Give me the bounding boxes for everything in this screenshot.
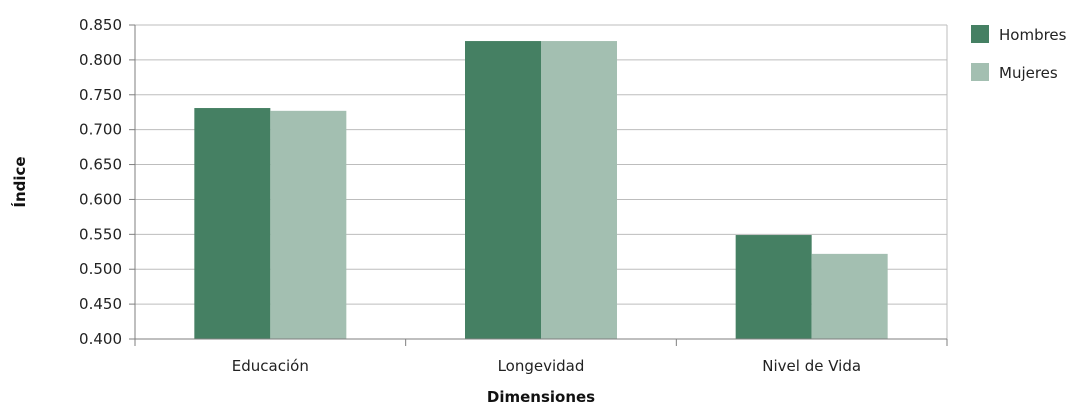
bar-hombres xyxy=(735,235,812,339)
legend-swatch-hombres xyxy=(971,25,989,43)
y-tick-label: 0.700 xyxy=(79,121,122,139)
bar-mujeres xyxy=(811,253,888,339)
x-tick-label: Educación xyxy=(232,357,309,375)
legend-label-mujeres: Mujeres xyxy=(999,64,1058,82)
bar-hombres xyxy=(465,41,541,339)
bars xyxy=(194,41,888,340)
bar-mujeres xyxy=(541,41,617,339)
y-tick-label: 0.750 xyxy=(79,86,122,104)
y-tick-label: 0.450 xyxy=(79,295,122,313)
y-tick-label: 0.550 xyxy=(79,225,122,243)
x-tick-label: Longevidad xyxy=(498,357,585,375)
bar-hombres xyxy=(194,108,271,339)
y-tick-labels: 0.850 0.800 0.750 0.700 0.650 0.600 0.550 0.500… xyxy=(79,16,122,348)
x-tick-labels: Educación Longevidad Nivel de Vida xyxy=(232,357,861,375)
y-axis-title: Índice xyxy=(10,156,29,207)
y-tick-label: 0.500 xyxy=(79,260,122,278)
y-tick-label: 0.850 xyxy=(79,16,122,34)
y-tick-label: 0.600 xyxy=(79,190,122,208)
x-axis-title: Dimensiones xyxy=(487,388,595,406)
bar-mujeres xyxy=(270,110,347,340)
y-tick-label: 0.650 xyxy=(79,156,122,174)
legend: Hombres Mujeres xyxy=(971,25,1067,82)
axes xyxy=(129,24,948,346)
legend-label-hombres: Hombres xyxy=(999,26,1067,44)
x-tick-label: Nivel de Vida xyxy=(762,357,861,375)
legend-swatch-mujeres xyxy=(971,63,989,81)
y-tick-label: 0.800 xyxy=(79,51,122,69)
y-tick-label: 0.400 xyxy=(79,330,122,348)
